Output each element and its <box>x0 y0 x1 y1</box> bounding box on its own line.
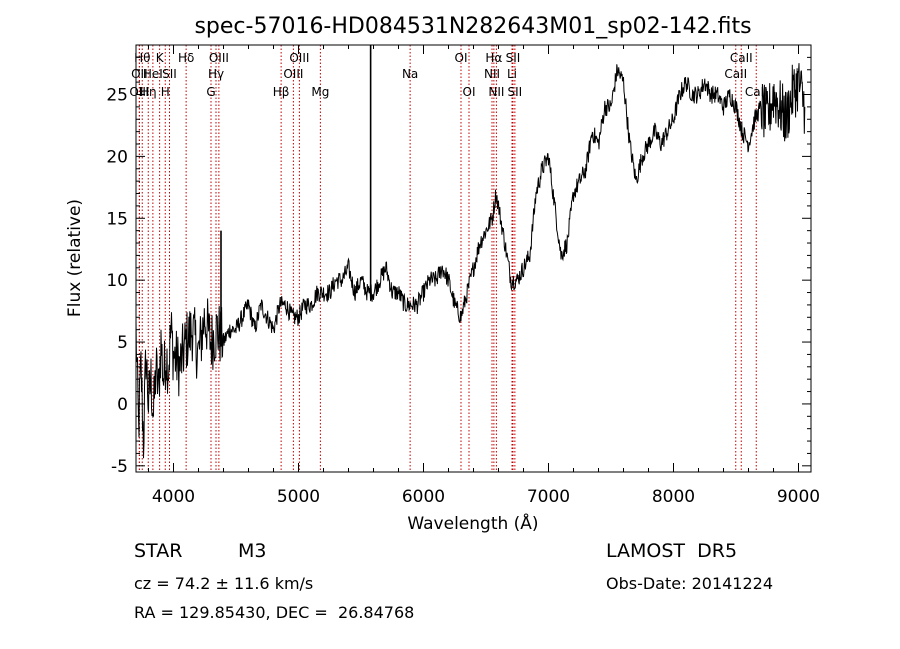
chart-title: spec-57016-HD084531N282643M01_sp02-142.f… <box>194 14 751 39</box>
line-label-8: Hδ <box>178 51 194 65</box>
line-label-4: HeI <box>143 67 163 81</box>
line-label-6: H <box>161 85 170 99</box>
line-label-18: OI <box>463 85 476 99</box>
y-tick-label-0: -5 <box>111 457 128 477</box>
y-tick-label-4: 15 <box>106 209 128 229</box>
line-label-14: OIII <box>289 51 309 65</box>
y-axis-ticks: -5 0 5 10 15 20 25 <box>106 44 811 477</box>
line-label-10: Hγ <box>208 67 224 81</box>
spectrum-series-line <box>135 63 806 459</box>
line-label-11: OIII <box>209 51 229 65</box>
x-tick-label-0: 4000 <box>152 487 195 507</box>
object-subclass: M3 <box>238 540 267 562</box>
line-label-22: Li <box>507 67 517 81</box>
x-tick-label-3: 7000 <box>527 487 570 507</box>
line-label-21: NII <box>488 85 504 99</box>
coordinates: RA = 129.85430, DEC = 26.84768 <box>134 603 415 622</box>
survey-name: LAMOST DR5 <box>606 540 738 562</box>
line-label-17: OI <box>455 51 468 65</box>
y-tick-label-5: 20 <box>106 147 128 167</box>
line-label-23: SII <box>506 51 521 65</box>
observation-date: Obs-Date: 20141224 <box>606 574 774 593</box>
line-label-26: CaII <box>730 51 753 65</box>
y-tick-label-2: 5 <box>117 333 128 353</box>
x-tick-label-1: 5000 <box>277 487 320 507</box>
y-tick-label-3: 10 <box>106 271 128 291</box>
line-label-0: Hθ <box>134 51 150 65</box>
redshift-cz: cz = 74.2 ± 11.6 km/s <box>134 574 314 593</box>
y-axis-label: Flux (relative) <box>65 199 85 317</box>
line-label-25: CaII <box>724 67 747 81</box>
object-type: STAR <box>134 540 183 562</box>
line-label-1: OII <box>131 67 148 81</box>
plot-frame <box>135 44 812 473</box>
y-tick-label-1: 0 <box>117 395 128 415</box>
x-tick-label-5: 9000 <box>777 487 820 507</box>
line-label-7: SII <box>162 67 177 81</box>
line-label-3: Hη <box>140 85 157 99</box>
line-label-13: OIII <box>283 67 303 81</box>
line-label-2: OIII <box>129 85 149 99</box>
x-tick-label-2: 6000 <box>402 487 445 507</box>
line-label-19: NII <box>484 67 500 81</box>
line-label-9: G <box>206 85 215 99</box>
line-label-16: Na <box>402 67 418 81</box>
x-axis-label: Wavelength (Å) <box>407 512 538 534</box>
line-markers <box>138 45 757 472</box>
spikes <box>220 45 372 338</box>
x-axis-ticks: 4000 5000 6000 7000 8000 9000 <box>148 45 820 507</box>
line-label-5: K <box>156 51 165 65</box>
line-label-24: SII <box>508 85 523 99</box>
line-label-20: Hα <box>485 51 502 65</box>
y-tick-label-6: 25 <box>106 86 128 106</box>
line-label-12: Hβ <box>273 85 290 99</box>
line-labels: HθOIIOIIIHηHeIKHSIIHδGHγOIIIHβOIIIOIIIMg… <box>129 51 767 99</box>
line-label-15: Mg <box>311 85 329 99</box>
x-tick-label-4: 8000 <box>652 487 695 507</box>
